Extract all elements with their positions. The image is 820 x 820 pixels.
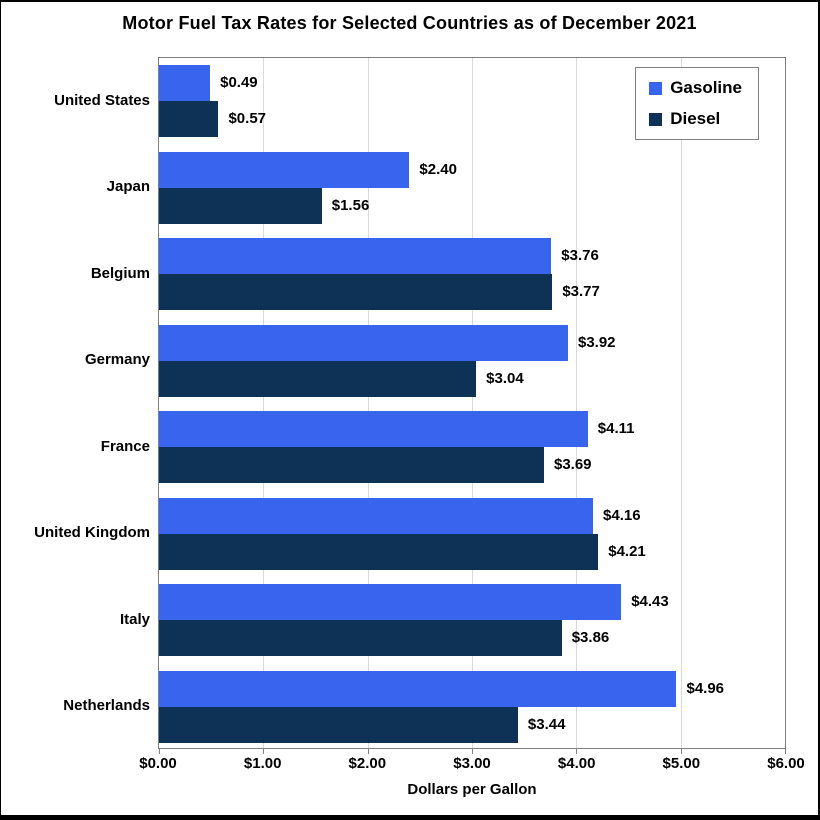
bar-group: $2.40 $1.56 [159,151,785,224]
gasoline-value-label: $2.40 [419,160,457,178]
diesel-bar [159,533,599,570]
x-axis-tick [263,749,265,754]
bar-group: $3.76 $3.77 [159,238,785,311]
legend-label-gasoline: Gasoline [670,78,742,97]
bar-group: $4.43 $3.86 [159,584,785,657]
gasoline-bar [159,411,588,448]
x-axis-tick [367,749,369,754]
gasoline-value-label: $0.49 [220,74,258,92]
x-axis-tick-label: $2.00 [348,755,387,772]
gasoline-bar [159,584,622,621]
gasoline-bar [159,670,677,707]
diesel-bar [159,447,544,484]
x-axis-tick-label: $1.00 [243,755,282,772]
bar-group: $4.16 $4.21 [159,497,785,570]
bar-group: $0.49 $0.57 [159,65,785,138]
bar-group: $3.92 $3.04 [159,324,785,397]
x-axis-tick-label: $4.00 [557,755,596,772]
y-axis-label: Japan [106,178,150,196]
gasoline-value-label: $4.16 [603,506,641,524]
diesel-value-label: $3.44 [527,715,566,733]
diesel-swatch-icon [649,112,663,126]
x-axis-tick [680,749,682,754]
x-axis-tick [576,749,578,754]
diesel-value-label: $3.69 [553,456,592,474]
x-axis-tick [472,749,473,754]
y-axis-label: United Kingdom [34,524,150,542]
chart-title: Motor Fuel Tax Rates for Selected Countr… [122,13,697,33]
y-axis-label: Italy [119,610,150,628]
x-axis-tick [785,749,786,754]
bar-group: $4.96 $3.44 [159,670,785,743]
gridline [472,58,473,748]
y-axis: United States Japan Belgium Germany France Un… [5,57,150,749]
diesel-value-label: $4.21 [608,542,646,560]
x-axis-tick-label: $3.00 [453,755,491,772]
diesel-value-label: $3.04 [486,369,524,387]
legend: Gasoline Diesel [635,67,759,140]
gasoline-value-label: $3.92 [577,333,616,351]
diesel-bar [159,620,562,657]
x-axis-tick-label: $6.00 [767,755,805,772]
gasoline-value-label: $4.11 [597,420,635,438]
y-axis-label: Belgium [90,264,150,282]
gasoline-value-label: $4.43 [631,593,669,611]
gridline [367,58,369,748]
x-axis-tick-label: $5.00 [662,755,701,772]
gasoline-bar [159,238,552,275]
gridline [263,58,265,748]
plot-area: Gasoline Diesel $0.49 $0.57 $2.40 $1.56 $3.7… [158,57,786,754]
diesel-bar [159,360,477,397]
gasoline-bar [159,151,410,188]
diesel-value-label: $3.86 [571,629,610,647]
x-axis: $0.00 $1.00 $2.00 $3.00 $4.00 $5.00 $6.00 [139,755,805,775]
gridline [680,58,682,748]
y-axis-label: Netherlands [63,697,150,715]
x-axis-title: Dollars per Gallon [407,781,537,798]
legend-item-diesel: Diesel [649,109,742,129]
diesel-bar [159,706,518,743]
x-axis-tick [159,749,160,754]
gasoline-bar [159,497,594,534]
diesel-bar [159,101,219,138]
gridline [576,58,578,748]
bar-group: $4.11 $3.69 [159,411,785,484]
gasoline-bar [159,324,568,361]
x-axis-tick-label: $0.00 [139,755,177,772]
gasoline-value-label: $4.96 [686,679,725,697]
gasoline-value-label: $3.76 [561,247,599,265]
diesel-value-label: $3.77 [562,283,600,301]
y-axis-label: United States [54,91,150,109]
legend-item-gasoline: Gasoline [649,78,742,98]
diesel-value-label: $0.57 [228,110,267,128]
y-axis-label: Germany [84,351,150,369]
legend-label-diesel: Diesel [670,109,721,128]
diesel-bar [159,187,322,224]
gasoline-swatch-icon [649,81,663,95]
diesel-bar [159,274,553,311]
y-axis-label: France [100,437,150,455]
diesel-value-label: $1.56 [331,196,370,214]
gasoline-bar [159,65,211,102]
